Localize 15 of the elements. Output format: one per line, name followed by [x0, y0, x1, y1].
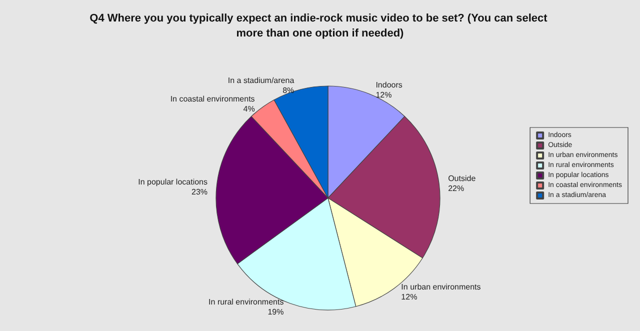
- slice-label: In a stadium/arena: [228, 76, 295, 86]
- data-label: 23%: [192, 188, 208, 197]
- slice-label: In coastal environments: [170, 94, 255, 104]
- data-label: 12%: [376, 90, 392, 100]
- data-label: 22%: [448, 184, 464, 193]
- slice-label: Indoors: [376, 80, 402, 90]
- data-label: 8%: [282, 86, 294, 96]
- slice-label: In urban environments: [401, 282, 481, 292]
- slice-label: In popular locations: [138, 178, 208, 187]
- data-label: 19%: [268, 308, 284, 317]
- data-label: 4%: [243, 104, 255, 114]
- data-label: 12%: [401, 292, 418, 302]
- slice-label: Outside: [448, 174, 476, 183]
- chart-title: Q4 Where you you typically expect an indie-rock music video to be set? (You can select more than one option if needed): [90, 12, 550, 40]
- slice-label: In rural environments: [208, 298, 284, 307]
